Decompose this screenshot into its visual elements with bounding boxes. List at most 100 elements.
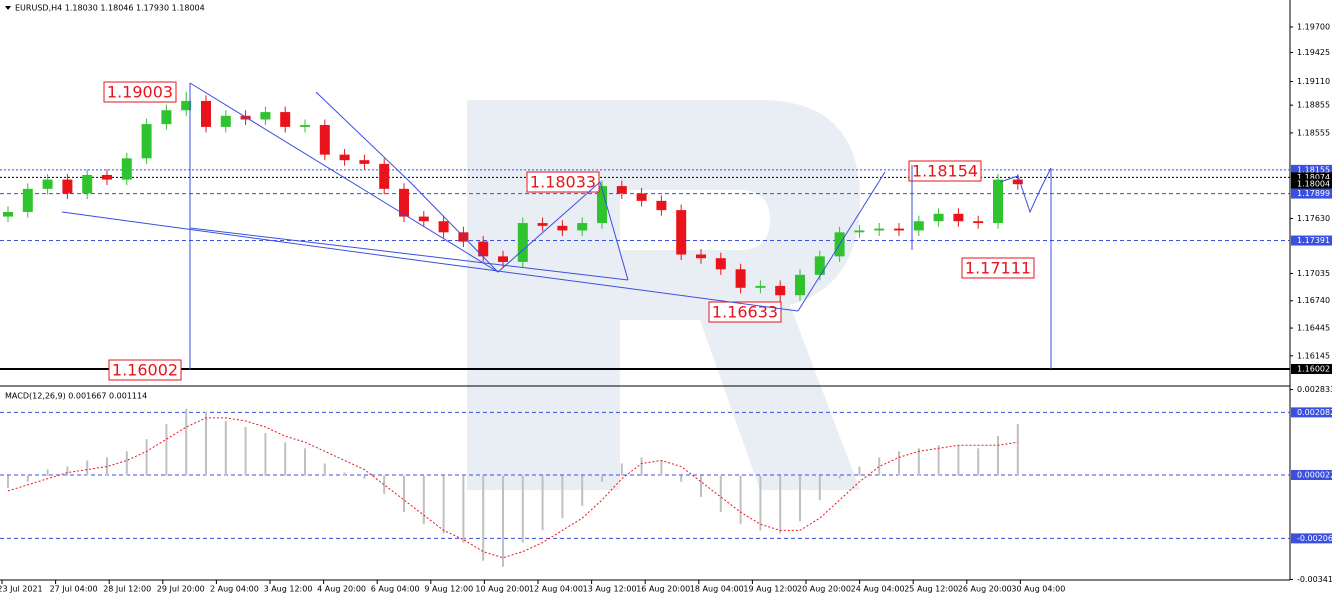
candle-body xyxy=(300,125,310,127)
candle-body xyxy=(121,158,132,180)
candle-body xyxy=(537,223,548,226)
y-tick-label: 1.16740 xyxy=(1297,296,1330,305)
x-tick-label: 29 Jul 20:00 xyxy=(157,585,205,594)
annotation-box xyxy=(708,301,782,323)
candle-body xyxy=(616,186,627,194)
candle-body xyxy=(814,256,825,275)
x-tick-label: 27 Jul 04:00 xyxy=(50,585,98,594)
candle-body xyxy=(379,163,390,189)
annotation-box xyxy=(526,171,600,193)
y-tick-label: 1.16445 xyxy=(1297,324,1330,333)
wave-line xyxy=(189,82,629,281)
chart-title: EURUSD,H4 1.18030 1.18046 1.17930 1.1800… xyxy=(15,4,205,13)
price-level-box xyxy=(1291,172,1332,183)
candle-body xyxy=(577,223,588,231)
macd-level-label: 0.000022 xyxy=(1297,470,1332,479)
candle-body xyxy=(696,254,706,259)
annotation: 1.17111 xyxy=(965,259,1031,278)
candle-body xyxy=(676,210,687,255)
candle-body xyxy=(656,200,667,211)
annotation: 1.16002 xyxy=(112,361,178,380)
x-tick-label: 6 Aug 04:00 xyxy=(371,585,420,594)
annotation: 1.16633 xyxy=(712,303,778,322)
x-tick-label: 26 Aug 20:00 xyxy=(958,585,1012,594)
candle-body xyxy=(636,193,647,201)
candle-body xyxy=(993,179,1003,224)
x-tick-label: 12 Aug 04:00 xyxy=(529,585,583,594)
annotation: 1.18033 xyxy=(530,173,596,192)
candle-body xyxy=(339,154,350,161)
x-tick-label: 10 Aug 20:00 xyxy=(475,585,529,594)
menu-arrow xyxy=(5,6,11,10)
macd-label: MACD(12,26,9) 0.001667 0.001114 xyxy=(5,392,147,401)
candle-body xyxy=(498,256,508,262)
x-tick-label: 25 Aug 12:00 xyxy=(904,585,958,594)
x-tick-label: 24 Aug 04:00 xyxy=(851,585,905,594)
candle-body xyxy=(735,269,746,288)
x-tick-label: 3 Aug 12:00 xyxy=(264,585,313,594)
macd-tick-label: -0.003416 xyxy=(1297,575,1332,584)
x-tick-label: 20 Aug 20:00 xyxy=(797,585,851,594)
y-tick-label: 1.19110 xyxy=(1297,77,1330,86)
x-tick-label: 30 Aug 04:00 xyxy=(1011,585,1065,594)
price-level-box xyxy=(1291,178,1332,189)
candle-body xyxy=(517,223,528,262)
candle-body xyxy=(181,100,192,111)
x-tick-label: 13 Aug 12:00 xyxy=(583,585,637,594)
candle-body xyxy=(418,216,429,222)
candle-body xyxy=(557,225,568,231)
x-tick-label: 16 Aug 20:00 xyxy=(636,585,690,594)
candle-body xyxy=(715,258,726,270)
candle-body xyxy=(973,221,984,224)
candle-body xyxy=(597,186,607,224)
price-level-label: 1.17391 xyxy=(1297,236,1330,245)
candle-body xyxy=(102,174,112,180)
annotation-box xyxy=(103,81,177,103)
y-tick-label: 1.19700 xyxy=(1297,23,1330,32)
y-tick-label: 1.18555 xyxy=(1297,128,1330,137)
annotation-box xyxy=(108,359,182,381)
candle-body xyxy=(319,125,330,155)
y-tick-label: 1.17035 xyxy=(1297,269,1330,278)
price-level-label: 1.18074 xyxy=(1297,173,1330,182)
candle-body xyxy=(260,112,271,120)
candle-body xyxy=(141,124,152,159)
macd-level-label: 0.002082 xyxy=(1297,408,1332,417)
candle-body xyxy=(22,188,33,212)
price-level-box xyxy=(1291,235,1332,246)
x-tick-label: 28 Jul 12:00 xyxy=(103,585,151,594)
candle-body xyxy=(775,285,786,296)
price-level-label: 1.18004 xyxy=(1297,179,1330,188)
price-level-label: 1.18155 xyxy=(1297,165,1330,174)
candle-body xyxy=(42,179,53,189)
price-level-label: 1.16002 xyxy=(1297,365,1330,374)
price-level-box xyxy=(1291,164,1332,175)
trend-drawings xyxy=(61,82,1052,370)
x-tick-label: 23 Jul 2021 xyxy=(0,585,43,594)
annotation: 1.18154 xyxy=(912,162,978,181)
candle-body xyxy=(933,213,944,222)
candle-body xyxy=(3,211,13,217)
macd-level-box xyxy=(1291,407,1332,418)
x-tick-label: 2 Aug 04:00 xyxy=(210,585,259,594)
y-tick-label: 1.16145 xyxy=(1297,351,1330,360)
wave-line xyxy=(315,91,499,273)
candle-body xyxy=(953,213,964,222)
candle-body xyxy=(1012,179,1023,185)
macd-level-label: -0.002064 xyxy=(1297,534,1332,543)
candle-body xyxy=(894,228,904,231)
candle-body xyxy=(478,241,489,257)
annotation: 1.19003 xyxy=(107,83,173,102)
candle-body xyxy=(280,112,291,127)
trend-line xyxy=(189,227,629,281)
candle-body xyxy=(913,221,924,231)
y-tick-label: 1.17630 xyxy=(1297,214,1330,223)
x-tick-label: 19 Aug 12:00 xyxy=(743,585,797,594)
candle-body xyxy=(874,228,885,231)
price-level-label: 1.17899 xyxy=(1297,189,1330,198)
price-level-box xyxy=(1291,188,1332,199)
candle-body xyxy=(82,174,93,194)
annotation-box xyxy=(961,257,1035,279)
annotation-box xyxy=(908,160,982,182)
